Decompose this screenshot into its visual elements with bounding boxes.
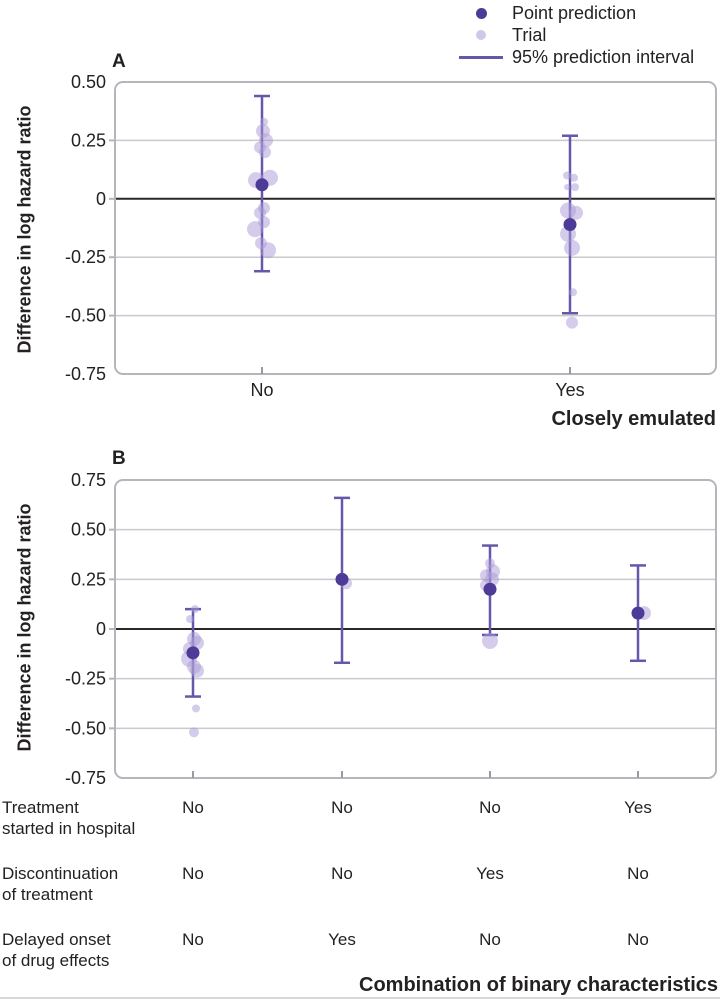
panel-a-x-axis-title: Closely emulated	[551, 408, 716, 430]
trial-dot	[564, 184, 570, 191]
table-cell: No	[627, 864, 649, 883]
plot-frame	[114, 479, 717, 779]
trial-dot	[259, 146, 271, 159]
trial-dot	[186, 615, 194, 624]
y-tick-label: -0.75	[65, 364, 106, 384]
y-tick-label: -0.25	[65, 247, 106, 267]
table-row-label: Delayed onset of drug effects	[2, 930, 111, 970]
trial-dot-icon	[458, 30, 504, 40]
y-tick-label: 0.50	[71, 520, 106, 540]
legend: Point prediction Trial 95% prediction in…	[458, 2, 694, 68]
point-prediction-dot	[563, 217, 577, 231]
point-prediction-dot-icon	[458, 7, 504, 19]
legend-item-trial: Trial	[458, 24, 694, 46]
trial-dot	[247, 221, 263, 238]
trial-dot	[254, 206, 266, 219]
y-tick-label: 0.75	[71, 470, 106, 490]
table-cell: No	[331, 864, 353, 883]
y-tick-label: 0.25	[71, 569, 106, 589]
legend-item-prediction-interval: 95% prediction interval	[458, 46, 694, 68]
y-tick-label: -0.50	[65, 718, 106, 738]
trial-dot	[482, 632, 498, 649]
y-tick-label: -0.25	[65, 669, 106, 689]
trial-dot	[190, 663, 204, 678]
table-cell: No	[479, 798, 501, 817]
y-tick-label: -0.50	[65, 306, 106, 326]
legend-label-point-prediction: Point prediction	[512, 2, 637, 23]
table-cell: No	[479, 930, 501, 949]
trial-dot	[564, 239, 580, 256]
y-tick-label: 0	[96, 189, 106, 209]
table-cell: No	[627, 930, 649, 949]
table-cell: Yes	[476, 864, 504, 883]
point-prediction-dot	[483, 582, 497, 596]
trial-dot	[192, 704, 200, 713]
table-cell: Yes	[328, 930, 356, 949]
x-category-label: Yes	[555, 380, 584, 400]
table-cell: No	[182, 798, 204, 817]
trial-dot	[189, 727, 199, 738]
legend-label-prediction-interval: 95% prediction interval	[512, 46, 695, 67]
trial-dot	[566, 316, 578, 329]
x-category-label: No	[250, 380, 273, 400]
legend-label-trial: Trial	[512, 24, 547, 45]
plot-frame	[114, 81, 717, 375]
panel-b-x-axis-title: Combination of binary characteristics	[359, 974, 718, 996]
point-prediction-dot	[335, 572, 349, 586]
table-cell: No	[182, 864, 204, 883]
point-prediction-dot	[631, 606, 645, 620]
panel-b-letter: B	[112, 448, 126, 469]
point-prediction-dot	[186, 646, 200, 660]
panel-a-letter: A	[112, 51, 126, 72]
table-cell: No	[182, 930, 204, 949]
trial-dot	[260, 242, 276, 259]
table-cell: No	[331, 798, 353, 817]
trial-dot	[569, 288, 577, 297]
table-cell: Yes	[624, 798, 652, 817]
point-prediction-dot	[255, 178, 269, 192]
trial-dot	[260, 117, 268, 126]
y-tick-label: 0.25	[71, 130, 106, 150]
table-row-label: Discontinuation of treatment	[2, 864, 119, 904]
table-row-label: Treatment started in hospital	[2, 798, 136, 838]
trial-dot	[570, 173, 578, 182]
trial-dot	[191, 605, 199, 614]
trial-dot	[571, 183, 579, 192]
y-tick-label: 0	[96, 619, 106, 639]
prediction-interval-line-icon	[458, 55, 504, 59]
legend-item-point-prediction: Point prediction	[458, 2, 694, 24]
y-tick-label: -0.75	[65, 768, 106, 788]
trial-dot	[563, 171, 571, 180]
y-tick-label: 0.50	[71, 72, 106, 92]
trial-dot	[569, 205, 583, 220]
